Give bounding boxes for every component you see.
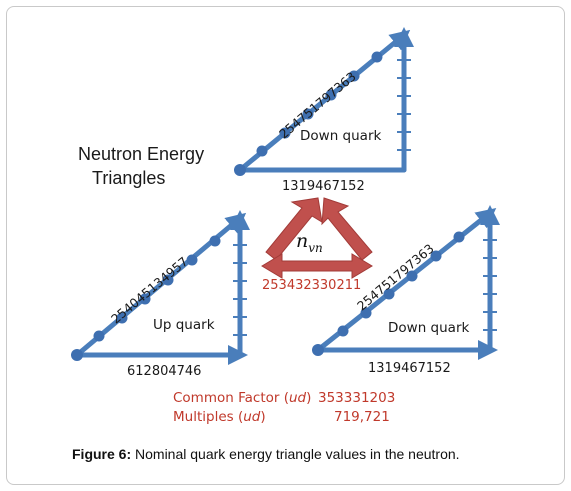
neutron-symbol: nvn (296, 230, 323, 255)
down-quark-right-ticks (483, 239, 497, 331)
red-arrow-left (265, 197, 323, 261)
neutron-symbol-base: n (296, 230, 309, 252)
down-quark-top-ticks (397, 59, 411, 151)
down-quark-right-dots (312, 231, 465, 356)
figure-caption: Figure 6: Nominal quark energy triangle … (72, 446, 460, 462)
down-quark-top-base-value: 1319467152 (282, 179, 365, 194)
up-quark-base-value: 612804746 (127, 364, 202, 379)
multiples-value: 719,721 (334, 409, 390, 425)
title-line-1: Neutron Energy (78, 144, 205, 164)
up-quark-dots (71, 235, 221, 361)
neutron-symbol-subscript: vn (308, 240, 323, 255)
multiples-label: Multiples (ud) (173, 409, 266, 425)
red-arrow-bottom (261, 253, 373, 279)
red-arrow-right (321, 197, 373, 261)
neutron-value: 253432330211 (262, 278, 362, 293)
title-line-2: Triangles (92, 168, 166, 188)
down-quark-top-dots (234, 51, 383, 176)
caption-text: Nominal quark energy triangle values in … (131, 446, 460, 462)
down-quark-top-label: Down quark (300, 128, 382, 144)
up-quark-ticks (233, 244, 247, 336)
diagram-title: Neutron Energy Triangles (78, 142, 204, 190)
up-quark-label: Up quark (153, 317, 215, 333)
common-factor-label: Common Factor (ud) (173, 390, 312, 406)
down-quark-right-label: Down quark (388, 320, 470, 336)
down-quark-right-base-value: 1319467152 (368, 361, 451, 376)
central-red-arrow-triangle (261, 197, 373, 279)
common-factor-value: 353331203 (318, 390, 396, 406)
caption-prefix: Figure 6: (72, 446, 132, 462)
